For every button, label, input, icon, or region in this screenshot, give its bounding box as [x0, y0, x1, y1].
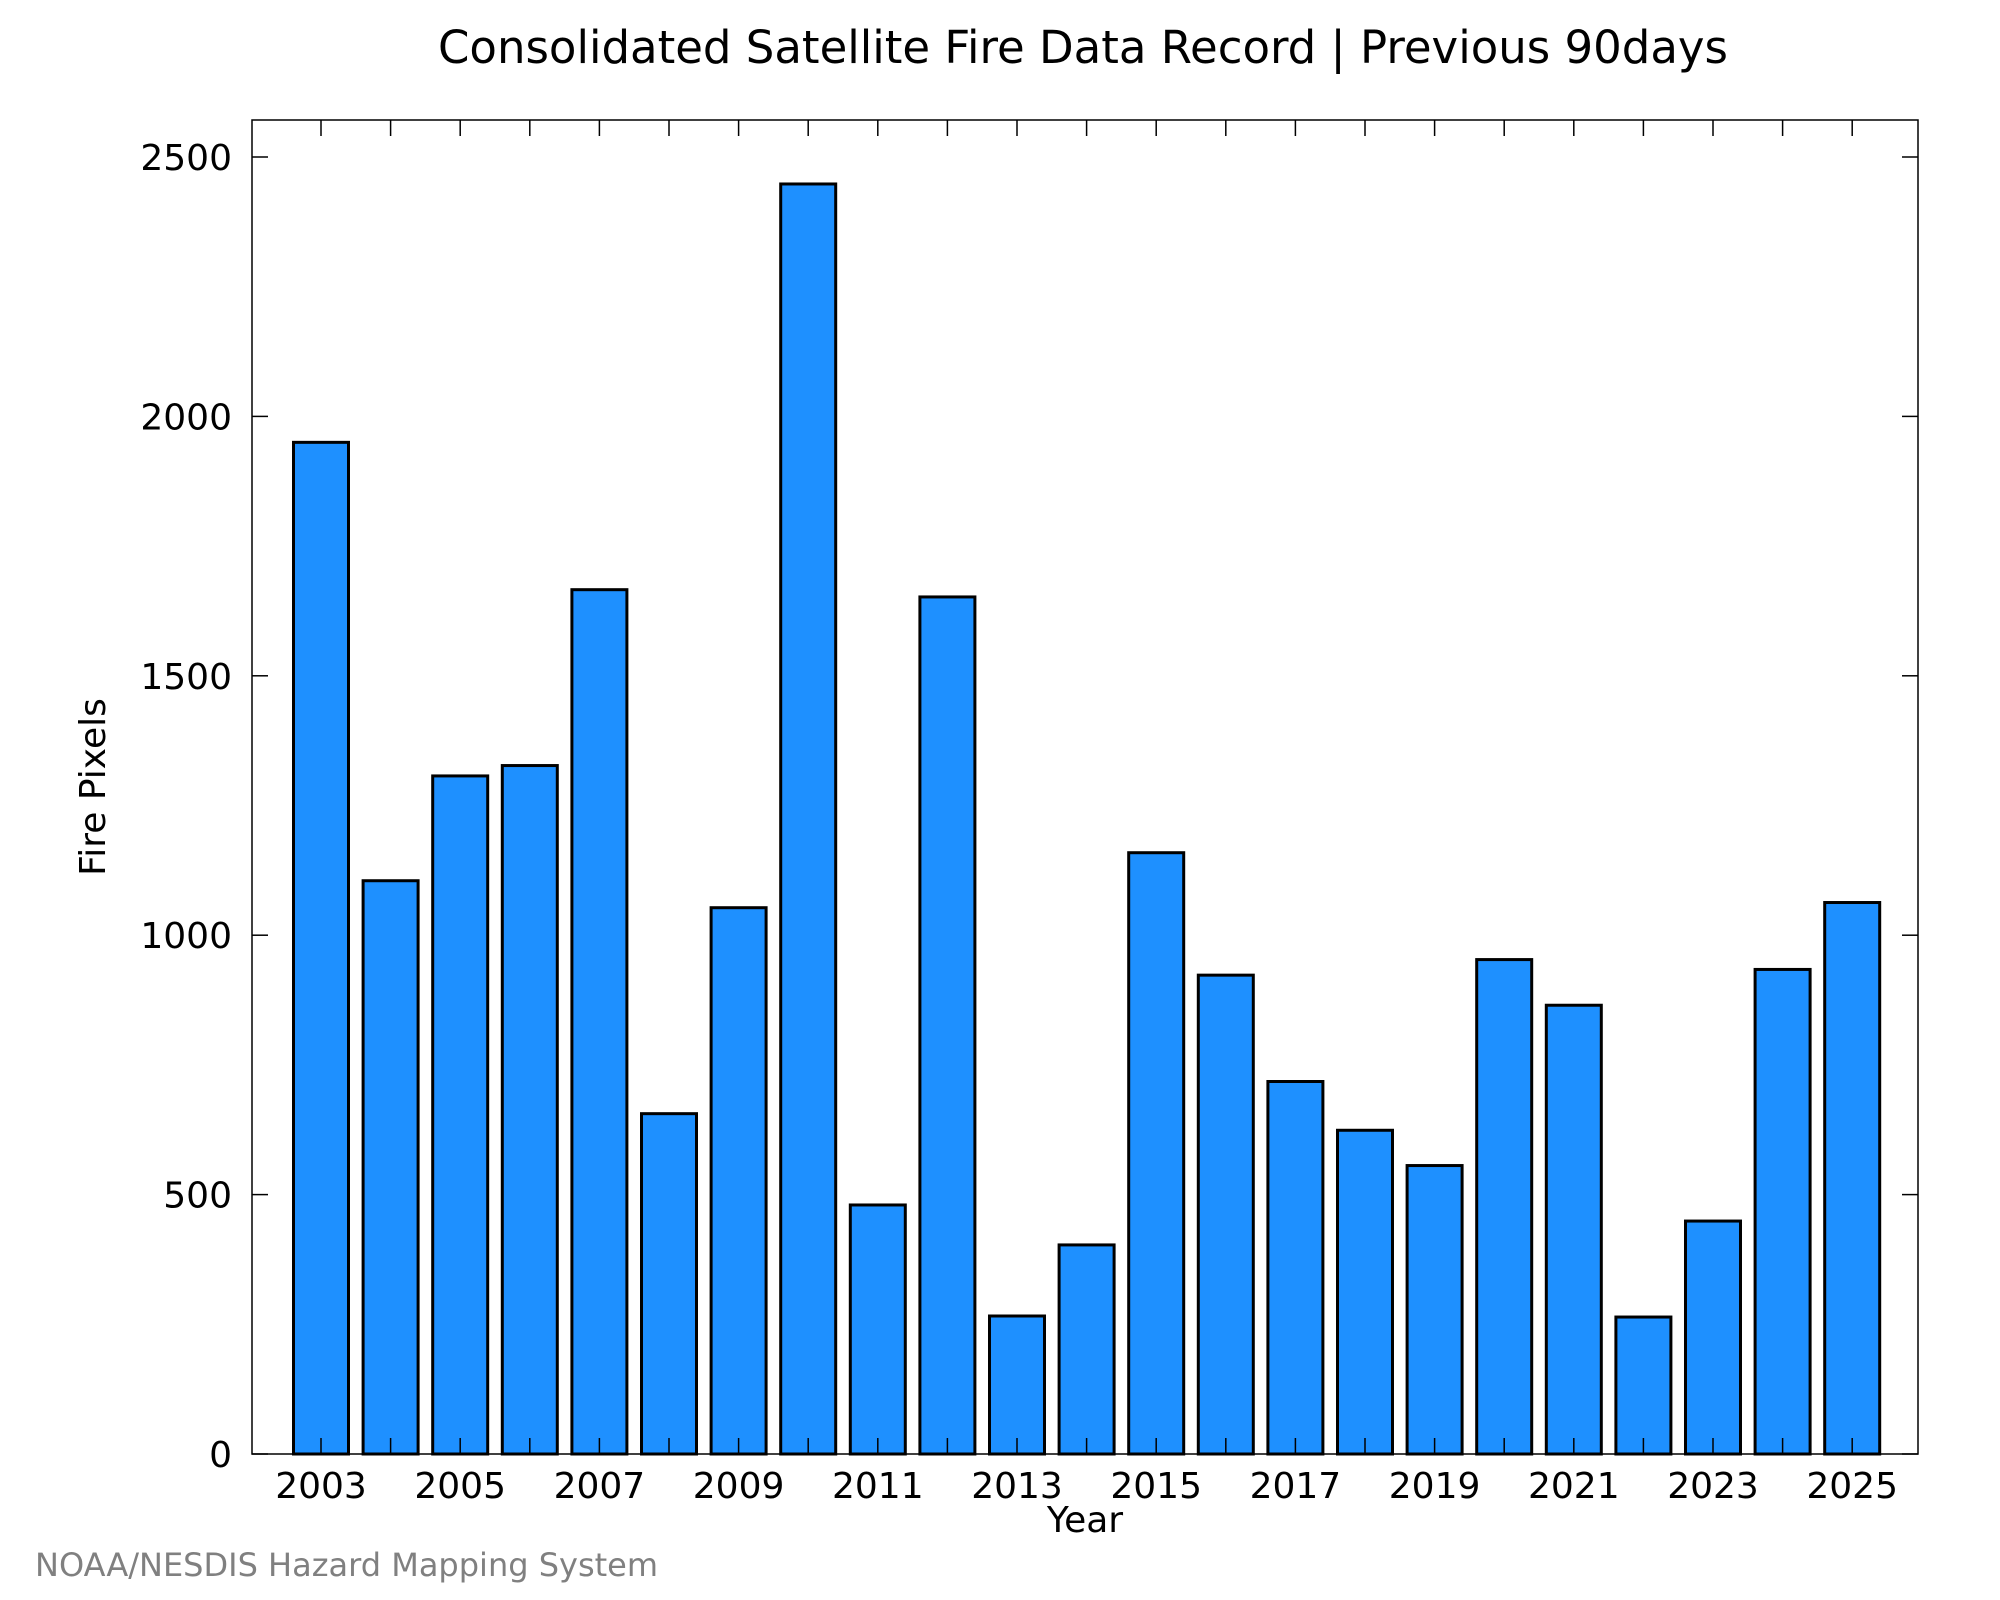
bar-2005	[431, 774, 490, 1456]
y-tick-label-0: 0	[209, 1435, 232, 1476]
bar-2022	[1614, 1315, 1673, 1456]
x-tick-label-2007: 2007	[554, 1466, 646, 1507]
bar-2025	[1823, 901, 1882, 1456]
bar-2014	[1057, 1243, 1116, 1456]
x-tick-label-2003: 2003	[275, 1466, 367, 1507]
x-tick-label-2009: 2009	[693, 1466, 785, 1507]
bar-2021	[1544, 1003, 1603, 1456]
x-tick-label-2017: 2017	[1250, 1466, 1342, 1507]
x-axis-label: Year	[1046, 1500, 1123, 1541]
y-tick-label-500: 500	[163, 1176, 232, 1217]
bar-2015	[1127, 851, 1186, 1456]
bar-2012	[918, 595, 977, 1456]
bar-2003	[292, 440, 350, 1456]
bar-2013	[988, 1314, 1046, 1456]
x-tick-label-2023: 2023	[1667, 1466, 1759, 1507]
x-tick-label-2011: 2011	[832, 1466, 924, 1507]
bar-2008	[640, 1112, 698, 1456]
bar-2018	[1336, 1128, 1394, 1456]
x-tick-label-2015: 2015	[1110, 1466, 1202, 1507]
x-tick-label-2013: 2013	[971, 1466, 1063, 1507]
bar-2017	[1266, 1080, 1325, 1456]
source-credit: NOAA/NESDIS Hazard Mapping System	[35, 1546, 658, 1584]
bar-2009	[709, 906, 768, 1456]
x-tick-label-2021: 2021	[1528, 1466, 1620, 1507]
x-tick-label-2019: 2019	[1389, 1466, 1481, 1507]
bars-group	[292, 182, 1882, 1456]
plot-frame	[251, 119, 1919, 1455]
bar-2020	[1475, 958, 1534, 1456]
bar-2007	[570, 588, 629, 1456]
chart-title: Consolidated Satellite Fire Data Record …	[438, 21, 1728, 74]
x-tick-label-2025: 2025	[1806, 1466, 1898, 1507]
y-axis-label: Fire Pixels	[73, 698, 114, 876]
x-tick-label-2005: 2005	[414, 1466, 506, 1507]
bar-2010	[779, 182, 838, 1456]
y-tick-label-2500: 2500	[140, 138, 232, 179]
bar-2011	[848, 1203, 907, 1456]
bar-2016	[1196, 973, 1255, 1456]
y-tick-label-1500: 1500	[140, 657, 232, 698]
y-tick-label-2000: 2000	[140, 397, 232, 438]
bar-2004	[361, 879, 420, 1456]
bar-2024	[1753, 967, 1812, 1456]
y-tick-label-1000: 1000	[140, 916, 232, 957]
bar-2019	[1405, 1164, 1464, 1456]
bar-2023	[1684, 1219, 1742, 1456]
bar-2006	[500, 764, 559, 1456]
axis-ticks-group: 0 500 1000 1500 2000 2500 2003 2005 2007 2009 2011…	[140, 120, 1918, 1507]
